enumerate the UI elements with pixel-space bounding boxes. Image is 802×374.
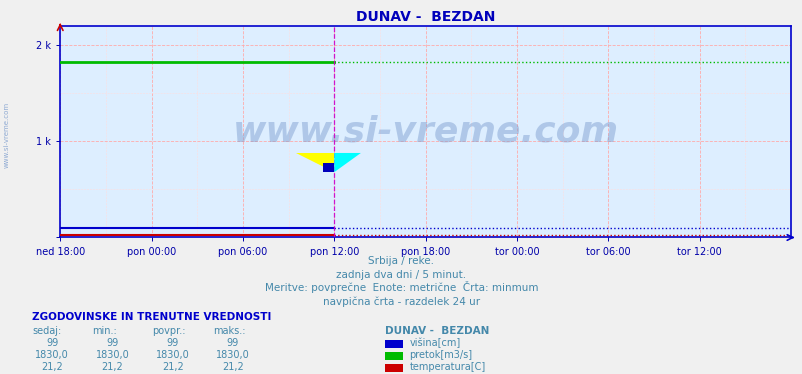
Text: 1830,0: 1830,0: [35, 350, 69, 360]
Text: 1830,0: 1830,0: [216, 350, 249, 360]
Text: zadnja dva dni / 5 minut.: zadnja dva dni / 5 minut.: [336, 270, 466, 279]
Text: 1830,0: 1830,0: [95, 350, 129, 360]
Polygon shape: [322, 163, 334, 172]
Text: 99: 99: [226, 338, 239, 348]
Title: DUNAV -  BEZDAN: DUNAV - BEZDAN: [355, 10, 495, 24]
Text: Srbija / reke.: Srbija / reke.: [368, 256, 434, 266]
Text: 1830,0: 1830,0: [156, 350, 189, 360]
Polygon shape: [334, 153, 360, 172]
Text: Meritve: povprečne  Enote: metrične  Črta: minmum: Meritve: povprečne Enote: metrične Črta:…: [265, 281, 537, 293]
Text: 21,2: 21,2: [161, 362, 184, 372]
Text: www.si-vreme.com: www.si-vreme.com: [3, 102, 10, 168]
Text: temperatura[C]: temperatura[C]: [409, 362, 485, 372]
Text: min.:: min.:: [92, 326, 117, 335]
Text: DUNAV -  BEZDAN: DUNAV - BEZDAN: [385, 326, 489, 335]
Text: 21,2: 21,2: [41, 362, 63, 372]
Text: maks.:: maks.:: [213, 326, 245, 335]
Text: 99: 99: [46, 338, 59, 348]
Text: 99: 99: [166, 338, 179, 348]
Text: 21,2: 21,2: [101, 362, 124, 372]
Text: sedaj:: sedaj:: [32, 326, 61, 335]
Text: povpr.:: povpr.:: [152, 326, 186, 335]
Polygon shape: [296, 153, 334, 172]
Text: pretok[m3/s]: pretok[m3/s]: [409, 350, 472, 360]
Text: navpična črta - razdelek 24 ur: navpična črta - razdelek 24 ur: [322, 297, 480, 307]
Text: višina[cm]: višina[cm]: [409, 338, 460, 348]
Text: www.si-vreme.com: www.si-vreme.com: [233, 115, 618, 149]
Text: 21,2: 21,2: [221, 362, 244, 372]
Text: 99: 99: [106, 338, 119, 348]
Text: ZGODOVINSKE IN TRENUTNE VREDNOSTI: ZGODOVINSKE IN TRENUTNE VREDNOSTI: [32, 312, 271, 322]
